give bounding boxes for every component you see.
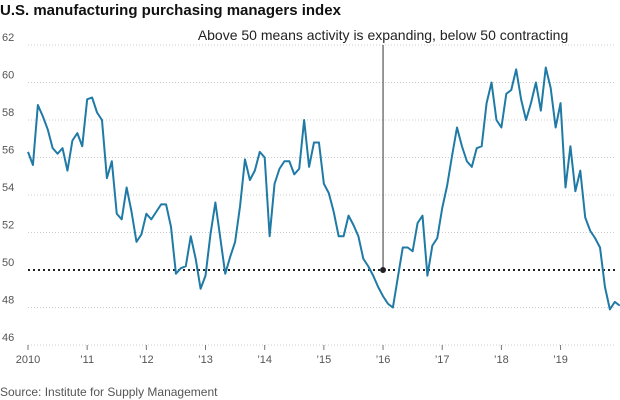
source-note: Source: Institute for Supply Management [0,385,218,399]
grid-layer [28,44,615,346]
x-tick-label: ’18 [494,354,509,366]
annotation-marker [380,267,387,273]
x-tick-label: ’15 [317,354,332,366]
x-tick-label: 2010 [16,354,40,366]
y-tick-label: 56 [2,145,14,157]
x-tick-label: ’12 [139,354,154,366]
x-tick-label: ’19 [553,354,568,366]
y-tick-label: 46 [2,332,14,344]
y-tick-label: 60 [2,70,14,82]
x-tick-label: ’16 [376,354,391,366]
x-tick-label: ’14 [257,354,272,366]
y-axis-ticks: 46 48 50 52 54 56 58 60 62 [2,32,14,344]
y-tick-label: 48 [2,295,14,307]
x-tick-label: ’13 [198,354,213,366]
x-tick-label: ’17 [435,354,450,366]
y-tick-label: 52 [2,220,14,232]
chart-title: U.S. manufacturing purchasing managers i… [0,2,342,19]
y-tick-label: 54 [2,182,14,194]
x-axis-ticks: 2010 ’11 ’12 ’13 ’14 ’15 ’16 ’17 ’18 ’19 [16,345,568,366]
x-tick-label: ’11 [80,354,94,366]
y-tick-label: 50 [2,257,14,269]
annotation-label: Above 50 means activity is expanding, be… [198,27,568,43]
y-tick-label: 58 [2,107,14,119]
y-tick-label: 62 [2,32,14,44]
series-line-pmi [27,66,620,311]
